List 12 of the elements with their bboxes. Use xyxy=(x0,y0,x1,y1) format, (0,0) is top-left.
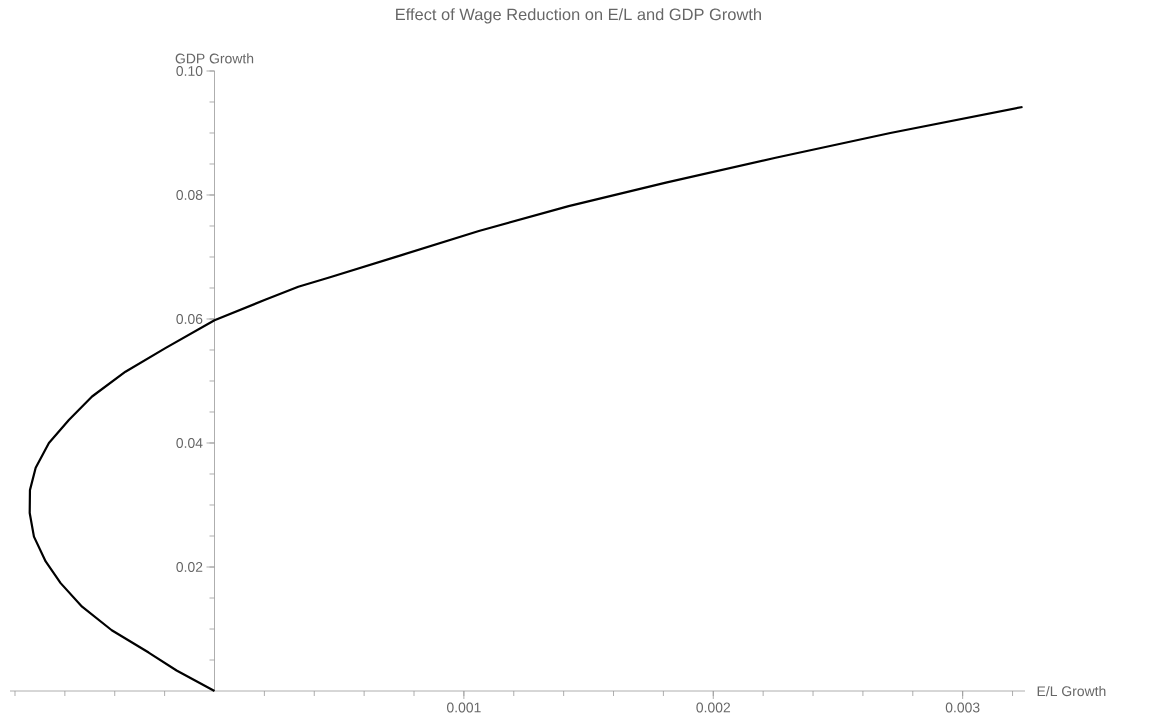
y-tick-label: 0.04 xyxy=(176,438,203,448)
y-tick-label: 0.06 xyxy=(176,314,203,324)
y-tick-label: 0.10 xyxy=(176,66,203,76)
line-series xyxy=(28,105,1024,693)
x-tick-label: 0.003 xyxy=(945,702,980,713)
y-tick-label: 0.02 xyxy=(176,562,203,572)
x-tick-label: 0.002 xyxy=(696,702,731,713)
x-axis-title: E/L Growth xyxy=(1037,685,1106,697)
x-tick-label: 0.001 xyxy=(446,702,481,713)
y-axis-title: GDP Growth xyxy=(175,53,254,64)
chart-title: Effect of Wage Reduction on E/L and GDP Growth xyxy=(396,8,761,24)
y-tick-label: 0.08 xyxy=(176,190,203,200)
